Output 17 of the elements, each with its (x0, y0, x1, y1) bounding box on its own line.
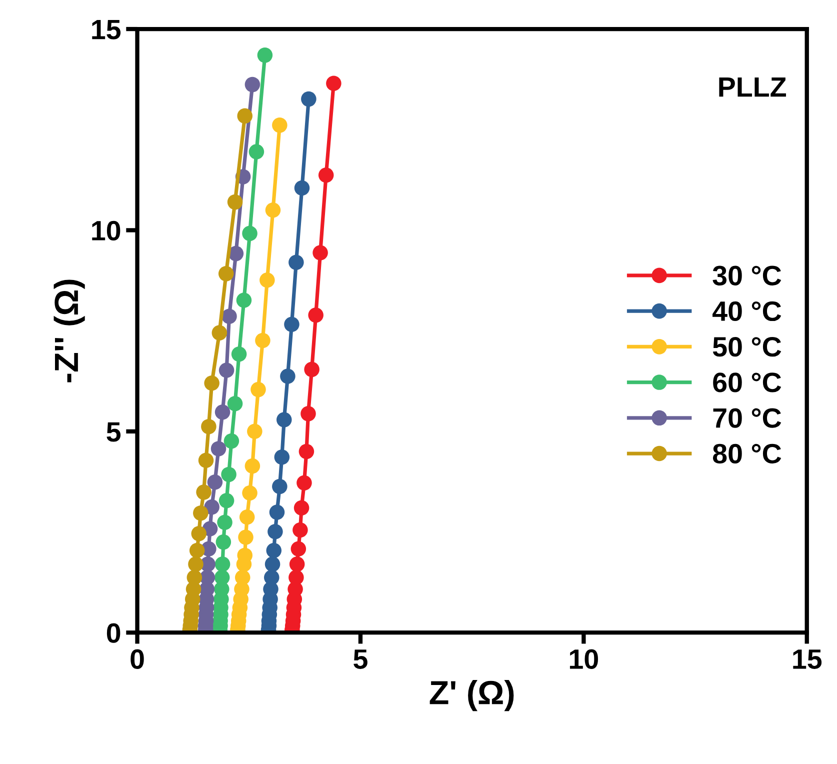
y-axis-title: -Z'' (Ω) (54, 280, 85, 382)
legend-label: 60 °C (713, 372, 782, 392)
x-tick-label: 15 (793, 650, 822, 669)
x-tick-label: 0 (130, 649, 144, 669)
y-tick-label: 5 (106, 422, 121, 442)
x-tick-label: 10 (570, 649, 598, 669)
legend-label: 50 °C (712, 337, 782, 357)
legend-label: 30 °C (712, 266, 782, 286)
x-tick-label: 5 (354, 650, 368, 669)
x-axis-title: Z' (Ω) (430, 680, 514, 712)
legend-label: 70 °C (713, 408, 782, 428)
y-tick-label: 10 (92, 220, 120, 241)
annotation: PLLZ (719, 77, 786, 97)
y-tick-label: 15 (92, 20, 121, 40)
legend-label: 80 °C (712, 444, 782, 464)
y-tick-label: 0 (106, 623, 120, 643)
legend-label: 40 °C (712, 301, 782, 322)
